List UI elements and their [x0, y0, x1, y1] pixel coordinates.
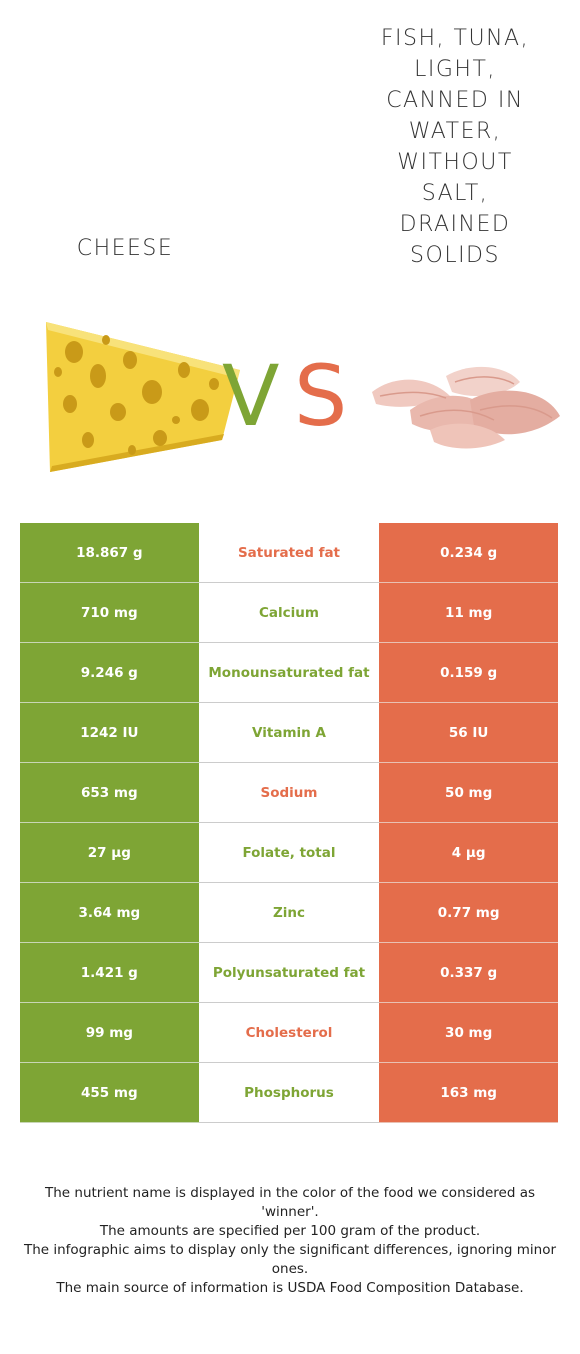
table-row: 1.421 g Polyunsaturated fat 0.337 g	[20, 942, 558, 1003]
right-value: 50 mg	[379, 762, 558, 823]
table-row: 18.867 g Saturated fat 0.234 g	[20, 523, 558, 583]
left-food-title: CHEESE	[76, 236, 174, 261]
right-value: 56 IU	[379, 702, 558, 763]
left-value: 9.246 g	[20, 642, 199, 703]
left-value: 710 mg	[20, 582, 199, 643]
tuna-image	[372, 366, 560, 449]
nutrient-name: Saturated fat	[198, 523, 380, 583]
nutrient-name: Phosphorus	[198, 1062, 380, 1123]
table-row: 455 mg Phosphorus 163 mg	[20, 1062, 558, 1123]
right-value: 4 µg	[379, 822, 558, 883]
nutrient-name: Monounsaturated fat	[198, 642, 380, 703]
nutrient-name: Polyunsaturated fat	[198, 942, 380, 1003]
left-value: 653 mg	[20, 762, 199, 823]
table-row: 710 mg Calcium 11 mg	[20, 582, 558, 643]
left-value: 1.421 g	[20, 942, 199, 1003]
vs-letter-v: V	[222, 347, 280, 445]
right-value: 0.77 mg	[379, 882, 558, 943]
footer-notes: The nutrient name is displayed in the co…	[20, 1184, 560, 1298]
table-row: 3.64 mg Zinc 0.77 mg	[20, 882, 558, 943]
table-row: 99 mg Cholesterol 30 mg	[20, 1002, 558, 1063]
right-value: 0.159 g	[379, 642, 558, 703]
right-value: 30 mg	[379, 1002, 558, 1063]
footer-line: The amounts are specified per 100 gram o…	[99, 1223, 481, 1239]
vs-letter-s: S	[294, 347, 348, 445]
left-value: 27 µg	[20, 822, 199, 883]
footer-line: The main source of information is USDA F…	[56, 1280, 524, 1296]
right-value: 0.234 g	[379, 523, 558, 583]
cheese-image	[46, 322, 240, 472]
nutrient-name: Calcium	[198, 582, 380, 643]
footer-line: The nutrient name is displayed in the co…	[44, 1185, 536, 1220]
nutrient-name: Zinc	[198, 882, 380, 943]
right-value: 0.337 g	[379, 942, 558, 1003]
left-value: 18.867 g	[20, 523, 199, 583]
left-value: 1242 IU	[20, 702, 199, 763]
table-row: 9.246 g Monounsaturated fat 0.159 g	[20, 642, 558, 703]
right-value: 11 mg	[379, 582, 558, 643]
right-value: 163 mg	[379, 1062, 558, 1123]
footer-line: The infographic aims to display only the…	[23, 1242, 557, 1277]
nutrient-name: Vitamin A	[198, 702, 380, 763]
left-value: 99 mg	[20, 1002, 199, 1063]
table-row: 1242 IU Vitamin A 56 IU	[20, 702, 558, 763]
nutrient-name: Folate, total	[198, 822, 380, 883]
right-food-title: FISH, TUNA, LIGHT, CANNED IN WATER, WITH…	[380, 26, 530, 268]
left-value: 455 mg	[20, 1062, 199, 1123]
nutrient-name: Sodium	[198, 762, 380, 823]
table-row: 27 µg Folate, total 4 µg	[20, 822, 558, 883]
nutrient-name: Cholesterol	[198, 1002, 380, 1063]
table-row: 653 mg Sodium 50 mg	[20, 762, 558, 823]
comparison-table: 18.867 g Saturated fat 0.234 g 710 mg Calciu…	[20, 523, 558, 1123]
left-value: 3.64 mg	[20, 882, 199, 943]
comparison-illustration	[46, 322, 560, 472]
